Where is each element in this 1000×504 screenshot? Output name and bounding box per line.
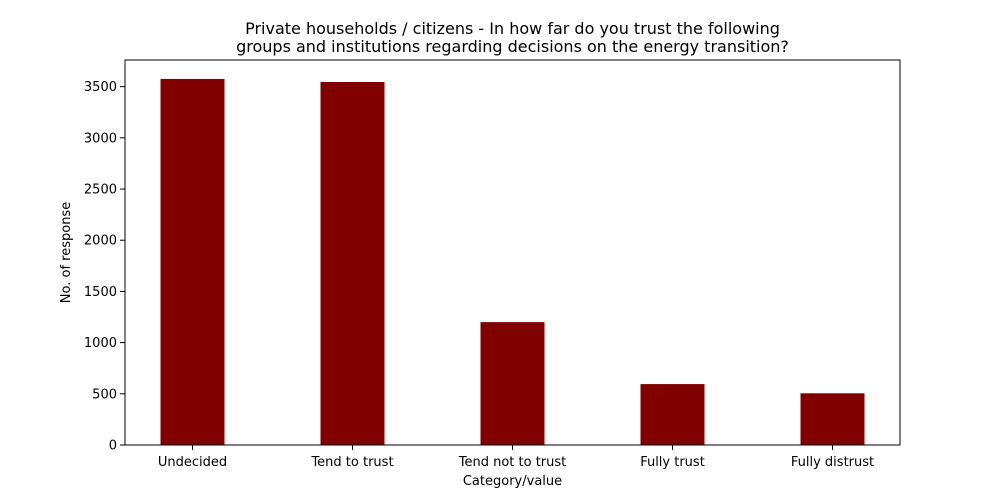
chart-title: Private households / citizens - In how f… [236,19,789,56]
x-tick-label: Fully distrust [791,455,874,470]
y-tick-label: 1500 [84,285,117,300]
x-axis: Undecided Tend to trust Tend not to trust F… [158,445,874,470]
plot-frame [124,59,901,446]
x-tick-label: Tend not to trust [458,455,567,470]
bar-undecided [160,78,225,446]
x-tick-label: Tend to trust [310,455,393,470]
y-tick-label: 3000 [84,131,117,146]
y-tick-label: 2000 [84,234,117,249]
x-tick-label: Fully trust [640,455,705,470]
x-axis-label: Category/value [463,474,562,489]
y-tick-label: 1000 [84,336,117,351]
bar-tend-to-trust [320,82,385,446]
y-tick-label: 2500 [84,183,117,198]
x-tick-label: Undecided [158,455,227,470]
chart-title-line-1: Private households / citizens - In how f… [245,19,780,38]
chart-title-line-2: groups and institutions regarding decisi… [236,37,789,56]
y-tick-label: 0 [109,439,117,454]
y-tick-label: 500 [92,387,117,402]
bar-fully-trust [640,384,705,445]
y-axis-label: No. of response [59,202,74,303]
y-axis: 0 500 1000 1500 2000 2500 3000 3500 [84,80,125,454]
bar-tend-not-to-trust [480,322,545,445]
bar-fully-distrust [800,393,865,445]
bars [160,78,865,446]
y-tick-label: 3500 [84,80,117,95]
